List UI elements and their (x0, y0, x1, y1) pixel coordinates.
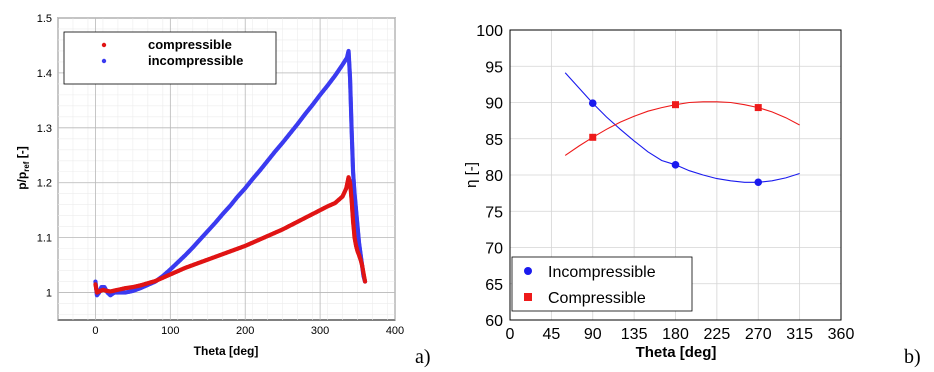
x-tick-label: 90 (584, 326, 602, 343)
x-tick-label: 100 (161, 325, 179, 337)
y-tick-label: 1.2 (37, 178, 52, 190)
chart-b-legend: Incompressible Compressible (511, 256, 693, 312)
y-tick-label: 80 (485, 168, 503, 185)
y-tick-label: 1.4 (37, 68, 52, 80)
legend-marker-compressible (524, 293, 532, 301)
fit-line-Compressible (564, 101, 800, 156)
chart-b-ticks: 0 45 90 135 180 225 270 315 360 60 65 70 75 80 85 90 95 1… (476, 23, 854, 343)
y-tick-label: 85 (485, 132, 503, 149)
series-compressible (93, 175, 368, 295)
marker-Incompressible (754, 178, 763, 187)
chart-b-legend-box (511, 256, 693, 312)
legend-marker-incompressible (524, 267, 532, 275)
fit-line-Incompressible (564, 72, 800, 183)
y-tick-label: 1.3 (37, 123, 52, 135)
y-tick-label: 75 (485, 204, 503, 221)
chart-a-legend-box (63, 31, 277, 85)
chart-a-ylabel-sub: ref (22, 161, 31, 172)
x-tick-label: 270 (745, 326, 772, 343)
marker-Compressible (754, 104, 762, 112)
legend-label-incompressible: incompressible (148, 53, 243, 68)
x-tick-label: 0 (506, 326, 515, 343)
marker-Compressible (589, 133, 597, 141)
series-Incompressible (564, 72, 800, 187)
y-tick-label: 100 (476, 23, 503, 40)
y-tick-label: 70 (485, 241, 503, 258)
x-tick-label: 0 (92, 325, 98, 337)
marker-Compressible (672, 101, 679, 109)
chart-a-data (93, 48, 368, 298)
x-tick-label: 180 (662, 326, 689, 343)
x-tick-label: 135 (621, 326, 648, 343)
chart-a-ticks: 0 100 200 300 400 1 1.1 1.2 1.3 1.4 1.5 (37, 13, 404, 337)
chart-b-plot-area (509, 29, 842, 321)
legend-label-compressible-b: Compressible (548, 290, 646, 307)
x-tick-label: 45 (542, 326, 560, 343)
chart-a-ylabel-main: p/p (15, 172, 29, 190)
marker-Incompressible (671, 161, 680, 169)
y-tick-label: 1 (46, 288, 52, 300)
y-tick-label: 90 (485, 96, 503, 113)
x-tick-label: 200 (236, 325, 254, 337)
x-tick-label: 360 (828, 326, 855, 343)
legend-swatch-compressible (101, 42, 107, 48)
chart-a-ylabel: p/pref [-] (15, 146, 31, 190)
panel-label-b: b) (904, 346, 921, 368)
y-tick-label: 65 (485, 277, 503, 294)
chart-a-ylabel-tail: [-] (15, 146, 29, 161)
y-tick-label: 1.1 (37, 233, 52, 245)
x-tick-label: 315 (786, 326, 813, 343)
chart-a-xlabel: Theta [deg] (194, 344, 259, 358)
y-tick-label: 60 (485, 313, 503, 330)
legend-label-compressible: compressible (148, 37, 232, 52)
x-tick-label: 300 (311, 325, 329, 337)
x-tick-label: 225 (704, 326, 731, 343)
data-point-compressible (362, 279, 368, 284)
panel-label-a: a) (415, 346, 431, 368)
legend-label-incompressible-b: Incompressible (548, 264, 656, 281)
chart-b-ylabel: η [-] (463, 162, 480, 188)
legend-swatch-incompressible (101, 58, 107, 64)
y-tick-label: 95 (485, 59, 503, 76)
chart-a-legend: compressible incompressible (63, 31, 277, 85)
chart-b-data (564, 72, 800, 187)
marker-Incompressible (588, 99, 597, 108)
x-tick-label: 400 (386, 325, 404, 337)
series-Compressible (564, 101, 800, 156)
chart-b: 0 45 90 135 180 225 270 315 360 60 65 70 75 80 85 90 95 1… (463, 23, 921, 368)
chart-a: 0 100 200 300 400 1 1.1 1.2 1.3 1.4 1.5 compressib… (15, 13, 431, 368)
chart-b-xlabel: Theta [deg] (636, 344, 717, 361)
y-tick-label: 1.5 (37, 13, 52, 25)
